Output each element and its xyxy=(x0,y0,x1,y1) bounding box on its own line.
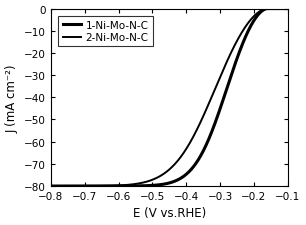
2-Ni-Mo-N-C xyxy=(286,8,290,11)
1-Ni-Mo-N-C xyxy=(266,8,270,11)
1-Ni-Mo-N-C xyxy=(286,8,290,11)
1-Ni-Mo-N-C xyxy=(73,185,77,188)
2-Ni-Mo-N-C xyxy=(212,92,215,94)
2-Ni-Mo-N-C xyxy=(238,35,242,38)
2-Ni-Mo-N-C xyxy=(49,185,53,188)
1-Ni-Mo-N-C xyxy=(212,126,215,129)
1-Ni-Mo-N-C xyxy=(49,185,53,188)
2-Ni-Mo-N-C xyxy=(234,43,237,46)
Line: 1-Ni-Mo-N-C: 1-Ni-Mo-N-C xyxy=(51,9,288,186)
1-Ni-Mo-N-C xyxy=(145,184,148,187)
1-Ni-Mo-N-C xyxy=(153,184,157,187)
2-Ni-Mo-N-C xyxy=(153,178,157,180)
1-Ni-Mo-N-C xyxy=(238,50,242,53)
Legend: 1-Ni-Mo-N-C, 2-Ni-Mo-N-C: 1-Ni-Mo-N-C, 2-Ni-Mo-N-C xyxy=(58,16,153,47)
1-Ni-Mo-N-C xyxy=(234,62,237,64)
2-Ni-Mo-N-C xyxy=(73,185,77,187)
2-Ni-Mo-N-C xyxy=(266,8,270,11)
X-axis label: E (V vs.RHE): E (V vs.RHE) xyxy=(133,207,206,219)
Line: 2-Ni-Mo-N-C: 2-Ni-Mo-N-C xyxy=(51,9,288,186)
2-Ni-Mo-N-C xyxy=(145,180,148,183)
Y-axis label: J (mA cm⁻²): J (mA cm⁻²) xyxy=(6,64,19,132)
